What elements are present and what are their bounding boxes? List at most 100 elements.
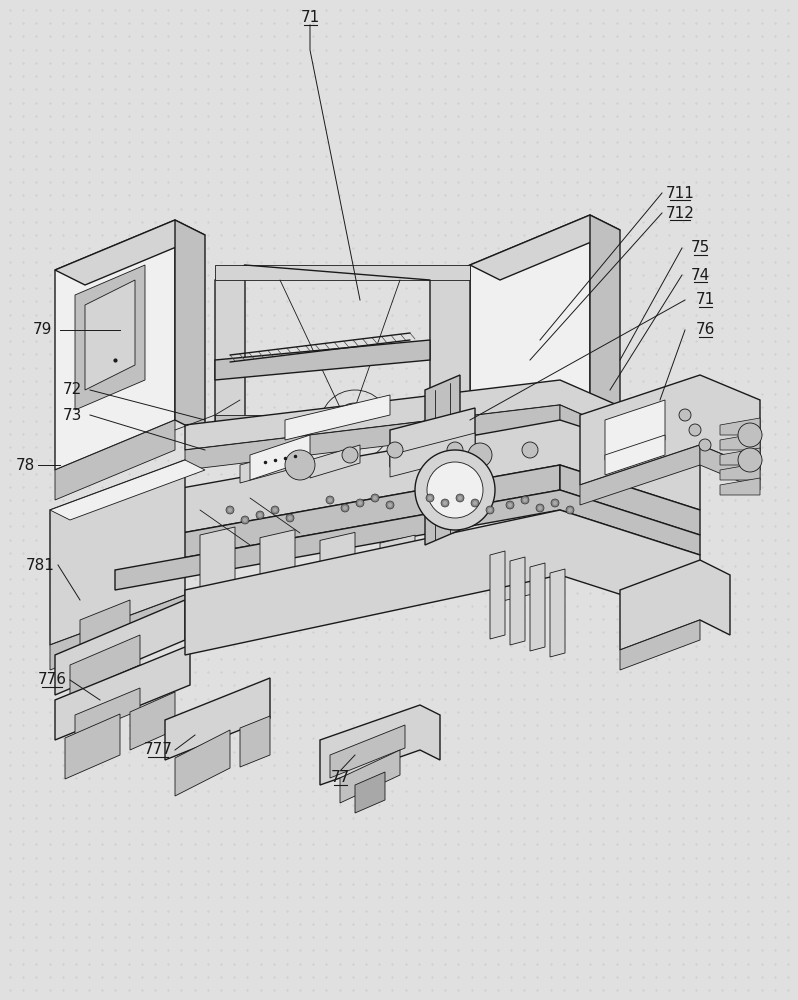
Circle shape bbox=[358, 501, 362, 505]
Polygon shape bbox=[115, 420, 700, 545]
Text: 777: 777 bbox=[144, 742, 172, 758]
Polygon shape bbox=[605, 435, 665, 475]
Circle shape bbox=[373, 496, 377, 500]
Polygon shape bbox=[55, 220, 205, 285]
Polygon shape bbox=[175, 220, 205, 435]
Polygon shape bbox=[310, 445, 360, 478]
Circle shape bbox=[328, 498, 332, 502]
Polygon shape bbox=[530, 563, 545, 651]
Circle shape bbox=[288, 516, 292, 520]
Polygon shape bbox=[430, 265, 470, 430]
Text: 711: 711 bbox=[666, 186, 694, 200]
Polygon shape bbox=[500, 540, 535, 601]
Circle shape bbox=[426, 494, 434, 502]
Polygon shape bbox=[590, 215, 620, 430]
Circle shape bbox=[456, 494, 464, 502]
Polygon shape bbox=[215, 265, 470, 280]
Circle shape bbox=[679, 409, 691, 421]
Polygon shape bbox=[440, 538, 475, 599]
Polygon shape bbox=[560, 405, 640, 460]
Circle shape bbox=[447, 442, 463, 458]
Circle shape bbox=[241, 516, 249, 524]
Text: 75: 75 bbox=[690, 240, 709, 255]
Circle shape bbox=[387, 442, 403, 458]
Polygon shape bbox=[240, 450, 295, 483]
Polygon shape bbox=[200, 527, 235, 588]
Text: 77: 77 bbox=[330, 770, 350, 786]
Polygon shape bbox=[330, 725, 405, 778]
Polygon shape bbox=[175, 730, 230, 796]
Circle shape bbox=[568, 508, 572, 512]
Polygon shape bbox=[130, 692, 175, 750]
Polygon shape bbox=[65, 714, 120, 779]
Polygon shape bbox=[70, 635, 140, 695]
Circle shape bbox=[388, 503, 392, 507]
Polygon shape bbox=[115, 465, 560, 570]
Circle shape bbox=[441, 499, 449, 507]
Circle shape bbox=[521, 496, 529, 504]
Polygon shape bbox=[355, 772, 385, 813]
Circle shape bbox=[738, 448, 762, 472]
Polygon shape bbox=[550, 569, 565, 657]
Circle shape bbox=[371, 494, 379, 502]
Polygon shape bbox=[320, 705, 440, 785]
Polygon shape bbox=[75, 688, 140, 737]
Text: 781: 781 bbox=[26, 558, 54, 572]
Polygon shape bbox=[700, 445, 760, 490]
Polygon shape bbox=[50, 460, 185, 645]
Circle shape bbox=[508, 503, 512, 507]
Polygon shape bbox=[185, 510, 700, 655]
Polygon shape bbox=[55, 220, 175, 470]
Text: 78: 78 bbox=[15, 458, 34, 473]
Polygon shape bbox=[215, 415, 470, 435]
Text: 712: 712 bbox=[666, 206, 694, 221]
Polygon shape bbox=[215, 265, 245, 435]
Circle shape bbox=[506, 501, 514, 509]
Text: 71: 71 bbox=[695, 292, 715, 308]
Polygon shape bbox=[340, 750, 400, 803]
Polygon shape bbox=[720, 478, 760, 495]
Circle shape bbox=[566, 506, 574, 514]
Circle shape bbox=[258, 513, 262, 517]
Polygon shape bbox=[320, 532, 355, 593]
Polygon shape bbox=[55, 600, 185, 695]
Circle shape bbox=[468, 443, 492, 467]
Text: 73: 73 bbox=[62, 408, 81, 422]
Text: 76: 76 bbox=[695, 322, 715, 338]
Circle shape bbox=[689, 424, 701, 436]
Polygon shape bbox=[620, 560, 730, 650]
Polygon shape bbox=[425, 375, 460, 545]
Polygon shape bbox=[605, 400, 665, 460]
Circle shape bbox=[443, 501, 447, 505]
Polygon shape bbox=[490, 551, 505, 639]
Circle shape bbox=[471, 499, 479, 507]
Polygon shape bbox=[720, 448, 760, 465]
Circle shape bbox=[273, 508, 277, 512]
Polygon shape bbox=[50, 460, 205, 520]
Polygon shape bbox=[560, 465, 700, 535]
Circle shape bbox=[228, 508, 232, 512]
Polygon shape bbox=[165, 678, 270, 760]
Polygon shape bbox=[240, 716, 270, 767]
Polygon shape bbox=[720, 418, 760, 435]
Polygon shape bbox=[80, 600, 130, 655]
Polygon shape bbox=[390, 408, 475, 467]
Circle shape bbox=[553, 501, 557, 505]
Circle shape bbox=[341, 504, 349, 512]
Text: 79: 79 bbox=[32, 322, 52, 338]
Text: 74: 74 bbox=[690, 267, 709, 282]
Circle shape bbox=[343, 506, 347, 510]
Circle shape bbox=[458, 496, 462, 500]
Circle shape bbox=[326, 496, 334, 504]
Circle shape bbox=[285, 450, 315, 480]
Polygon shape bbox=[185, 380, 640, 450]
Polygon shape bbox=[580, 445, 700, 505]
Circle shape bbox=[243, 518, 247, 522]
Polygon shape bbox=[390, 433, 475, 477]
Text: 776: 776 bbox=[38, 672, 66, 688]
Circle shape bbox=[333, 403, 377, 447]
Circle shape bbox=[226, 506, 234, 514]
Circle shape bbox=[428, 496, 432, 500]
Polygon shape bbox=[620, 620, 700, 670]
Circle shape bbox=[699, 439, 711, 451]
